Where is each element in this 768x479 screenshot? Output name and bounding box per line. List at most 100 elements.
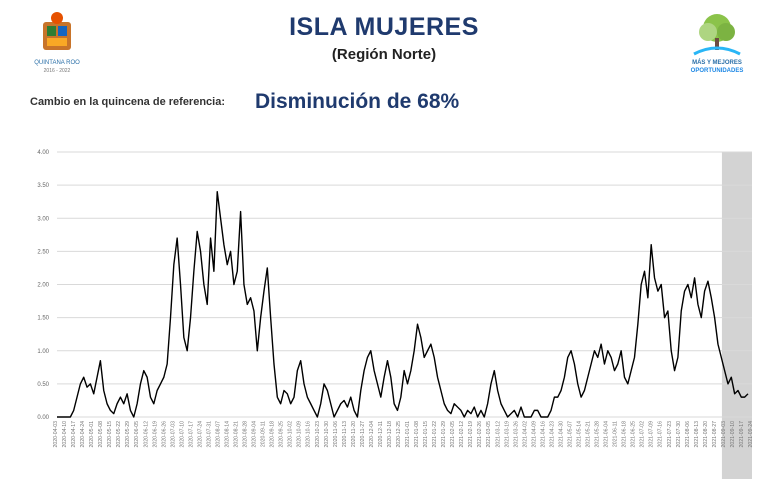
x-tick-label: 2021-01-22 [432, 421, 438, 448]
change-label: Cambio en la quincena de referencia: [30, 96, 226, 108]
shaded-region [721, 152, 752, 479]
x-tick-label: 2021-08-06 [685, 421, 691, 448]
x-tick-label: 2020-10-02 [288, 421, 294, 448]
line-chart: 0.00 0.50 1.00 1.50 2.00 2.50 3.00 3.50 4.00 202… [37, 150, 754, 479]
x-tick-label: 2021-05-21 [586, 421, 592, 448]
x-tick-label: 2021-02-05 [450, 421, 456, 448]
y-tick-label: 3.00 [37, 216, 49, 222]
x-tick-label: 2021-04-30 [558, 421, 564, 448]
x-tick-label: 2020-07-24 [197, 421, 203, 448]
x-tick-label: 2020-04-17 [71, 421, 77, 448]
x-tick-label: 2020-09-18 [270, 421, 276, 448]
x-tick-label: 2021-07-02 [640, 421, 646, 448]
x-tick-label: 2021-05-07 [567, 421, 573, 448]
x-tick-label: 2020-06-19 [152, 421, 158, 448]
x-tick-label: 2020-07-03 [170, 421, 176, 448]
x-tick-label: 2021-05-28 [595, 421, 601, 448]
right-logo-caption: MÁS Y MEJORES [692, 60, 742, 66]
x-tick-label: 2021-08-27 [712, 421, 718, 448]
y-tick-label: 1.00 [37, 349, 49, 355]
y-tick-label: 1.50 [37, 316, 49, 322]
left-logo-subcaption: 2016 - 2022 [43, 68, 71, 74]
x-tick-label: 2020-11-27 [360, 421, 366, 447]
tree-icon [693, 14, 741, 56]
x-tick-label: 2020-05-15 [107, 421, 113, 448]
right-logo-subcaption: OPORTUNIDADES [690, 68, 744, 74]
shield-emblem-icon [43, 12, 71, 50]
x-tick-label: 2021-04-16 [540, 421, 546, 448]
x-tick-label: 2020-11-06 [333, 421, 339, 447]
x-tick-label: 2020-06-05 [134, 421, 140, 448]
series-line [57, 191, 749, 418]
y-tick-label: 0.50 [37, 382, 49, 388]
x-tick-label: 2021-06-04 [604, 421, 610, 448]
x-axis-ticks: 2020-04-03 2020-04-10 2020-04-17 2020-04-24… [53, 421, 754, 448]
x-tick-label: 2020-12-04 [369, 421, 375, 448]
x-tick-label: 2020-06-12 [143, 421, 149, 448]
x-tick-label: 2020-07-17 [188, 421, 194, 448]
x-tick-label: 2020-04-03 [53, 421, 59, 448]
page-subtitle: (Región Norte) [331, 46, 437, 63]
x-tick-label: 2020-09-11 [261, 421, 267, 447]
x-tick-label: 2021-01-29 [441, 421, 447, 448]
x-tick-label: 2020-12-18 [387, 421, 393, 448]
y-tick-label: 0.00 [37, 415, 49, 421]
x-tick-label: 2021-03-19 [504, 421, 510, 448]
x-tick-label: 2021-08-13 [694, 421, 700, 448]
x-tick-label: 2020-08-07 [215, 421, 221, 448]
x-tick-label: 2020-11-13 [342, 421, 348, 447]
y-tick-label: 2.00 [37, 283, 49, 289]
x-tick-label: 2021-02-19 [468, 421, 474, 448]
y-tick-label: 4.00 [37, 150, 49, 156]
x-tick-label: 2021-03-05 [486, 421, 492, 448]
x-tick-label: 2020-10-09 [297, 421, 303, 448]
x-tick-label: 2020-10-30 [324, 421, 330, 448]
x-tick-label: 2021-06-18 [622, 421, 628, 448]
chart-grid [57, 151, 752, 418]
left-logo-caption: QUINTANA ROO [34, 60, 80, 66]
x-tick-label: 2021-02-12 [459, 421, 465, 448]
x-tick-label: 2021-07-09 [649, 421, 655, 448]
x-tick-label: 2021-03-12 [495, 421, 501, 448]
x-tick-label: 2020-08-21 [234, 421, 240, 448]
x-tick-label: 2020-06-26 [161, 421, 167, 448]
x-tick-label: 2020-05-01 [89, 421, 95, 448]
mas-y-mejores-logo [684, 12, 750, 78]
page-title: ISLA MUJERES [289, 13, 479, 41]
x-tick-label: 2020-11-20 [351, 421, 357, 447]
x-tick-label: 2021-01-15 [423, 421, 429, 448]
x-tick-label: 2020-10-16 [306, 421, 312, 448]
x-tick-label: 2020-09-04 [252, 421, 258, 448]
change-value: Disminución de 68% [255, 90, 460, 113]
x-tick-label: 2020-05-22 [116, 421, 122, 448]
y-tick-label: 3.50 [37, 183, 49, 189]
x-tick-label: 2021-07-23 [667, 421, 673, 448]
x-tick-label: 2021-04-23 [549, 421, 555, 448]
x-tick-label: 2021-04-09 [531, 421, 537, 448]
y-tick-label: 2.50 [37, 249, 49, 255]
x-tick-label: 2020-08-28 [243, 421, 249, 448]
x-tick-label: 2020-04-10 [62, 421, 68, 448]
x-tick-label: 2021-08-20 [703, 421, 709, 448]
x-tick-label: 2020-05-08 [98, 421, 104, 448]
x-tick-label: 2021-03-26 [513, 421, 519, 448]
x-tick-label: 2020-05-29 [125, 421, 131, 448]
x-tick-label: 2021-02-26 [477, 421, 483, 448]
x-tick-label: 2021-09-24 [748, 421, 754, 448]
x-tick-label: 2021-01-01 [405, 421, 411, 448]
x-tick-label: 2020-12-11 [378, 421, 384, 447]
x-tick-label: 2021-05-14 [577, 421, 583, 448]
x-tick-label: 2021-06-11 [613, 421, 619, 447]
x-tick-label: 2021-07-30 [676, 421, 682, 448]
x-tick-label: 2021-06-25 [631, 421, 637, 448]
x-tick-label: 2021-01-08 [414, 421, 420, 448]
x-tick-label: 2020-04-24 [80, 421, 86, 448]
x-tick-label: 2020-08-14 [224, 421, 230, 448]
x-tick-label: 2020-07-31 [206, 421, 212, 448]
x-tick-label: 2020-09-25 [279, 421, 285, 448]
x-tick-label: 2021-04-02 [522, 421, 528, 448]
x-tick-label: 2020-12-25 [396, 421, 402, 448]
quintana-roo-logo [28, 10, 86, 76]
x-tick-label: 2020-07-10 [179, 421, 185, 448]
x-tick-label: 2021-09-03 [721, 421, 727, 448]
